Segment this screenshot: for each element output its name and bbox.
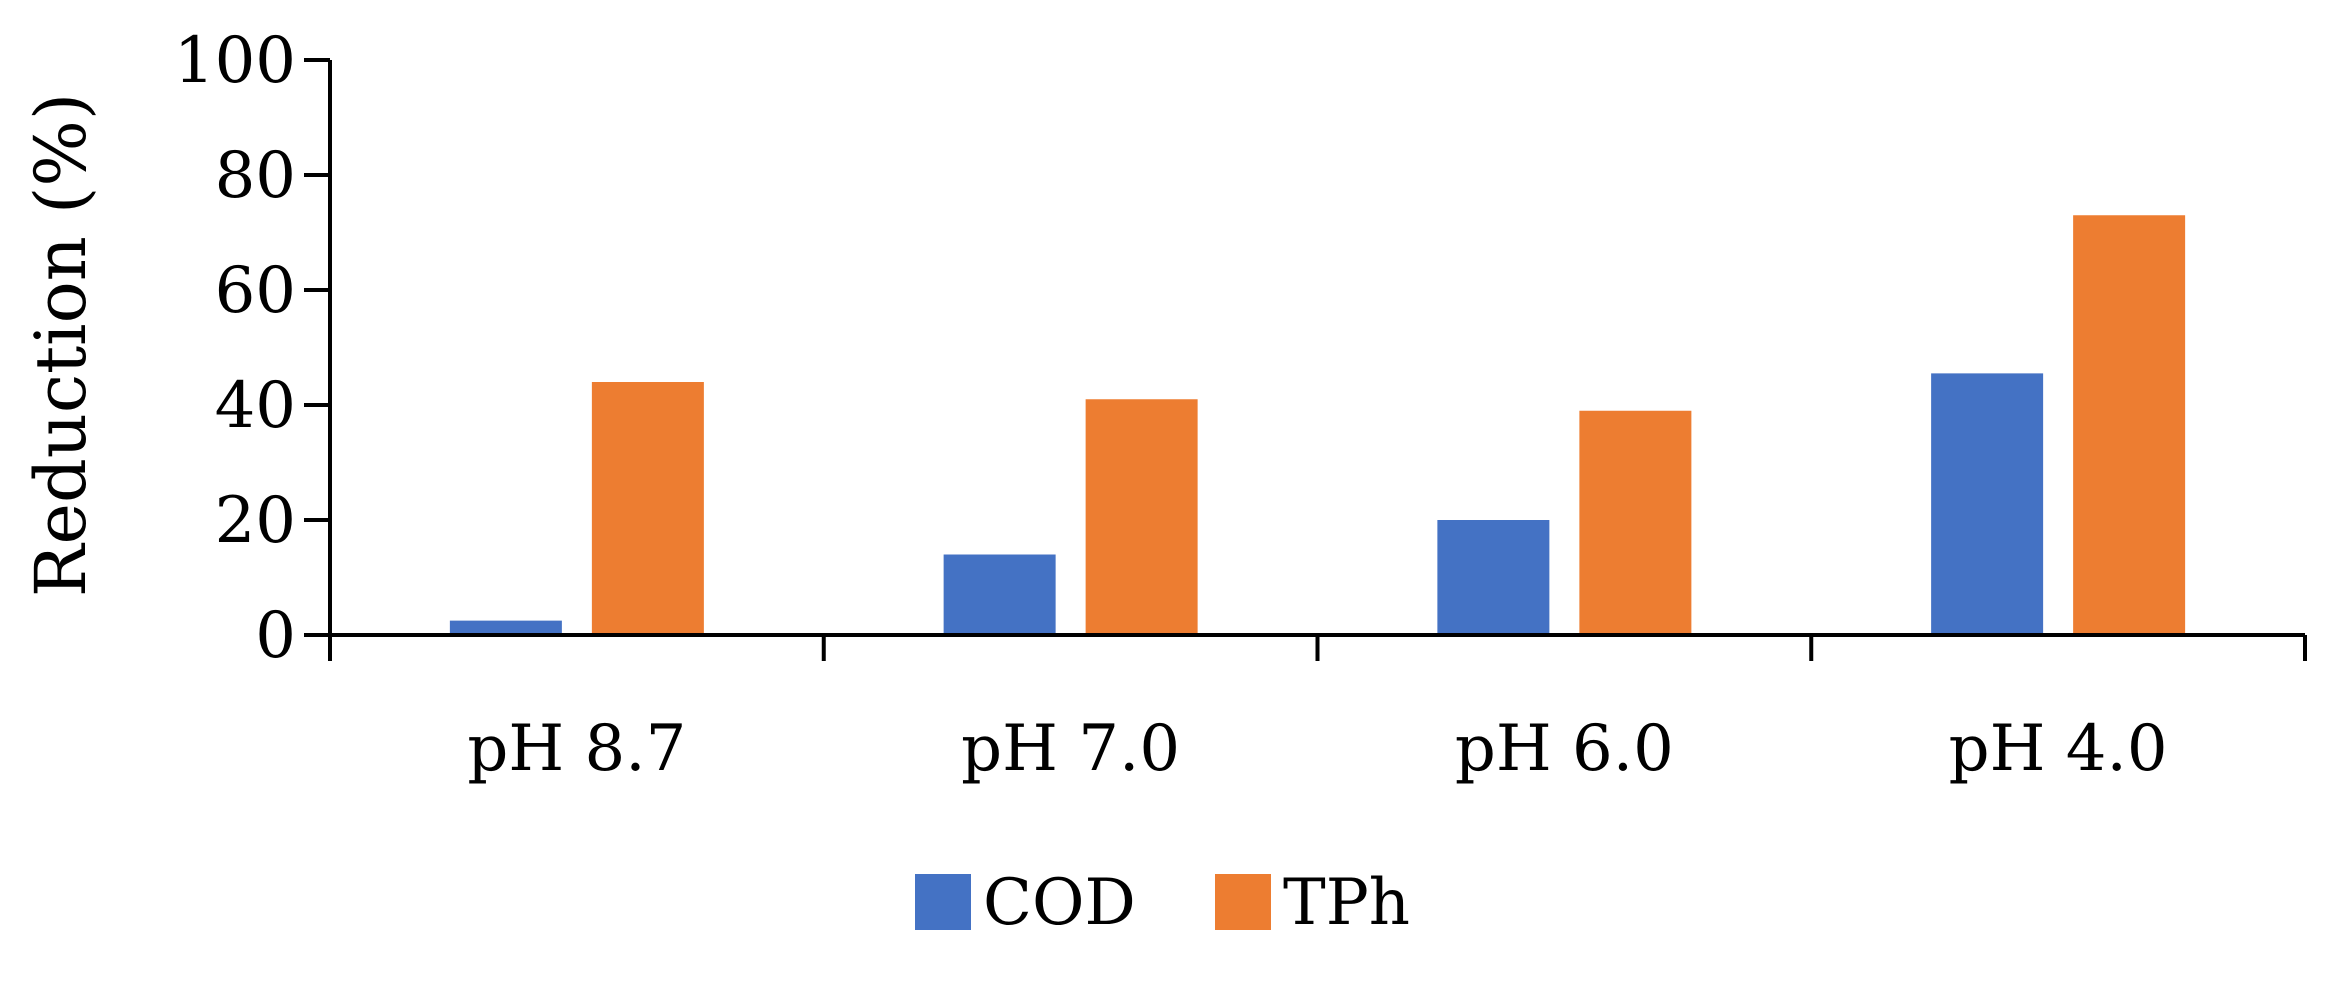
x-tick-label: pH 4.0 — [1949, 712, 2168, 786]
y-tick-label: 20 — [215, 484, 296, 558]
legend-label-cod: COD — [983, 866, 1136, 940]
bar-tph-0 — [591, 382, 704, 633]
y-axis: 0 20 40 60 80 100 — [174, 24, 332, 673]
bar-cod-3 — [1931, 373, 2044, 633]
legend-swatch-cod — [915, 874, 971, 930]
x-axis: pH 8.7 pH 7.0 pH 6.0 pH 4.0 — [328, 633, 2307, 786]
bar-cod-0 — [449, 620, 562, 633]
legend-swatch-tph — [1215, 874, 1271, 930]
y-tick-label: 100 — [174, 24, 296, 98]
legend-label-tph: TPh — [1283, 866, 1410, 940]
legend: COD TPh — [915, 866, 1410, 940]
bar-tph-2 — [1579, 410, 1692, 633]
bar-tph-1 — [1085, 399, 1198, 633]
bar-cod-1 — [943, 554, 1056, 633]
y-tick-label: 60 — [215, 254, 296, 328]
x-tick-label: pH 8.7 — [467, 712, 686, 786]
y-tick-label: 80 — [215, 139, 296, 213]
bar-tph-3 — [2073, 215, 2186, 633]
bars — [449, 215, 2186, 633]
x-tick-label: pH 6.0 — [1455, 712, 1674, 786]
bar-cod-2 — [1437, 520, 1550, 633]
y-axis-label: Reduction (%) — [20, 93, 102, 597]
y-tick-label: 0 — [255, 599, 296, 673]
y-tick-label: 40 — [215, 369, 296, 443]
x-tick-label: pH 7.0 — [961, 712, 1180, 786]
